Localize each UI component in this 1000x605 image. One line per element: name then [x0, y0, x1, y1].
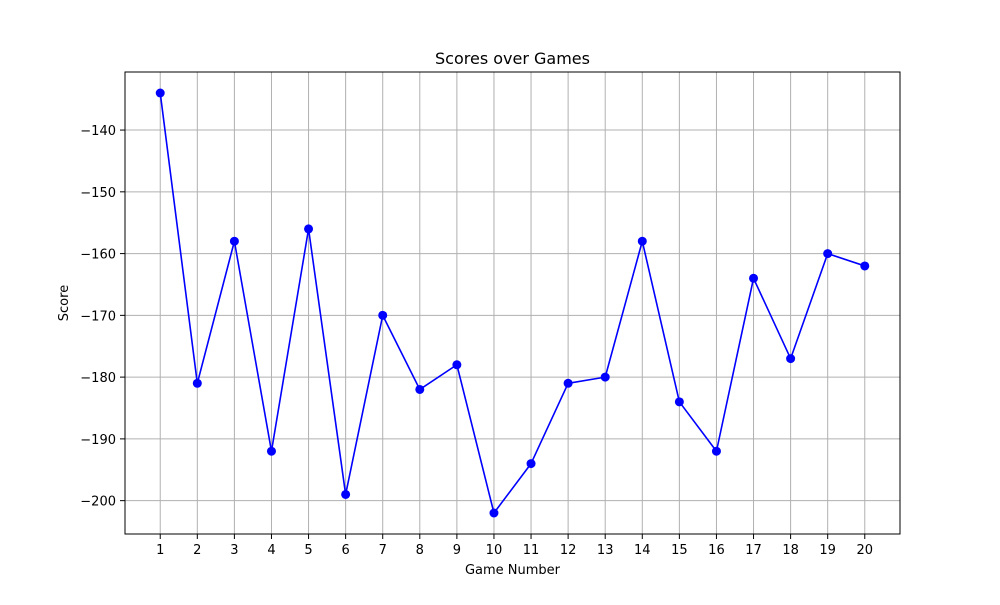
data-point-marker [637, 236, 647, 246]
y-tick-label: −150 [80, 186, 116, 201]
grid [125, 72, 900, 534]
data-point-marker [452, 360, 462, 370]
data-point-marker [674, 397, 684, 407]
x-tick-label: 3 [230, 543, 238, 558]
axis-ticks: 1 2 3 4 5 6 7 8 9 10 11 12 13 14 15 16 17 18 19 20−200−190−… [80, 124, 873, 558]
series-line [159, 92, 866, 514]
x-tick-label: 18 [782, 543, 799, 558]
x-tick-label: 8 [416, 543, 424, 558]
data-point-marker [266, 446, 276, 456]
x-tick-label: 7 [379, 543, 387, 558]
data-point-marker [786, 354, 796, 364]
y-tick-label: −160 [80, 248, 116, 263]
data-point-marker [563, 378, 573, 388]
x-axis-label: Game Number [465, 563, 561, 578]
data-point-marker [489, 508, 499, 518]
y-tick-label: −180 [80, 371, 116, 386]
data-point-marker [600, 372, 610, 382]
y-tick-label: −170 [80, 309, 116, 324]
data-point-marker [749, 273, 759, 283]
data-point-marker [415, 384, 425, 394]
x-tick-label: 14 [634, 543, 651, 558]
data-point-marker [341, 489, 351, 499]
y-tick-label: −200 [80, 495, 116, 510]
x-tick-label: 10 [486, 543, 503, 558]
x-tick-label: 2 [193, 543, 201, 558]
data-point-marker [526, 459, 536, 469]
data-series [155, 88, 870, 518]
x-tick-label: 15 [671, 543, 688, 558]
data-point-marker [155, 88, 165, 98]
x-tick-label: 17 [745, 543, 762, 558]
data-point-marker [192, 378, 202, 388]
x-tick-label: 20 [856, 543, 873, 558]
x-tick-label: 13 [597, 543, 614, 558]
x-tick-label: 16 [708, 543, 725, 558]
data-point-marker [378, 310, 388, 320]
x-tick-label: 9 [453, 543, 461, 558]
x-tick-label: 5 [304, 543, 312, 558]
x-tick-label: 6 [341, 543, 349, 558]
y-tick-label: −140 [80, 124, 116, 139]
data-point-marker [229, 236, 239, 246]
data-point-marker [711, 446, 721, 456]
x-tick-label: 11 [523, 543, 540, 558]
data-point-marker [823, 249, 833, 259]
plot-frame [124, 71, 901, 535]
x-tick-label: 1 [156, 543, 164, 558]
data-point-marker [860, 261, 870, 271]
x-tick-label: 12 [560, 543, 577, 558]
x-tick-label: 4 [267, 543, 275, 558]
y-axis-label: Score [57, 285, 72, 321]
chart-title: Scores over Games [435, 49, 590, 68]
y-tick-label: −190 [80, 433, 116, 448]
x-tick-label: 19 [819, 543, 836, 558]
data-point-marker [304, 224, 314, 234]
